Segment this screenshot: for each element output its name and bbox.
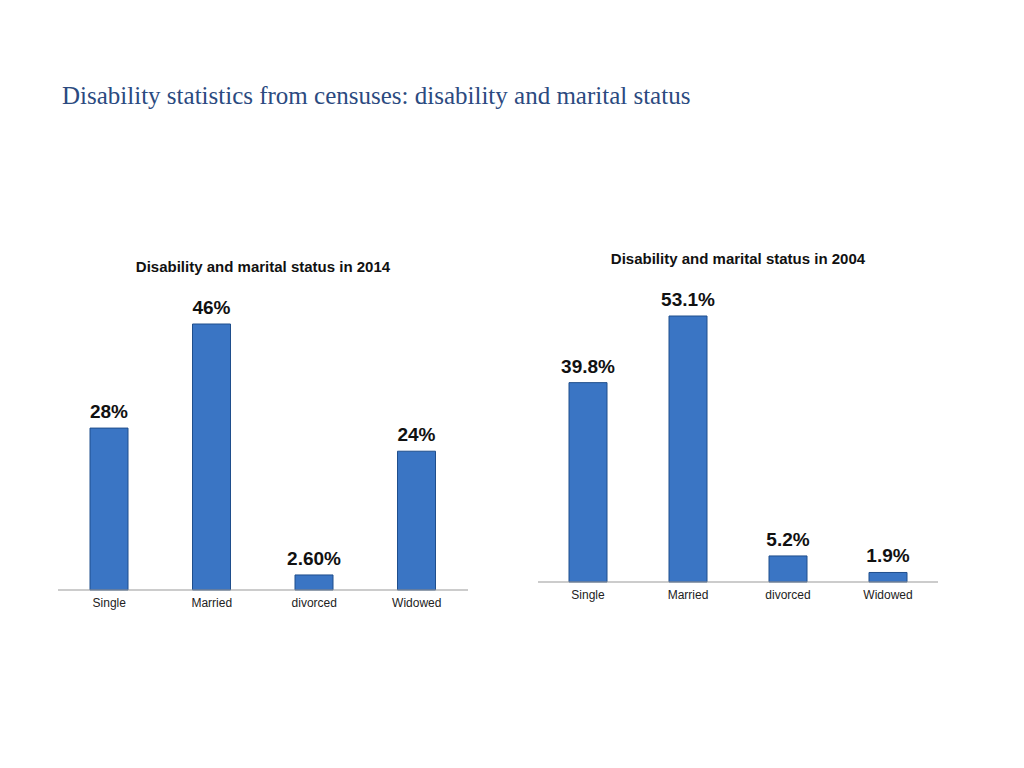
svg-text:Widowed: Widowed (392, 596, 441, 610)
svg-text:2.60%: 2.60% (287, 548, 341, 569)
svg-text:Married: Married (668, 588, 709, 602)
svg-text:Single: Single (93, 596, 127, 610)
svg-text:5.2%: 5.2% (766, 529, 809, 550)
svg-text:24%: 24% (397, 424, 435, 445)
html-text:Disability and marital status: Disability and marital status in 2014 (135, 258, 391, 275)
svg-text:46%: 46% (192, 297, 230, 318)
svg-text:divorced: divorced (292, 596, 337, 610)
html-text:Disability and marital status: Disability and marital status in 2004 (610, 250, 866, 267)
svg-text:divorced: divorced (765, 588, 810, 602)
svg-text:Married: Married (191, 596, 232, 610)
svg-text:28%: 28% (90, 401, 128, 422)
svg-text:Single: Single (571, 588, 605, 602)
svg-text:53.1%: 53.1% (661, 289, 715, 310)
svg-text:Widowed: Widowed (863, 588, 912, 602)
svg-text:1.9%: 1.9% (866, 545, 909, 566)
svg-text:39.8%: 39.8% (561, 356, 615, 377)
html-text:Disability statistics from cen: Disability statistics from censuses: dis… (62, 82, 691, 109)
